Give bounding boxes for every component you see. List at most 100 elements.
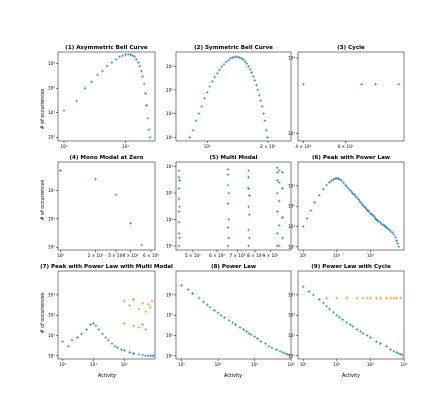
y-tick-label: 10³: [288, 183, 295, 188]
data-point: [256, 88, 260, 92]
data-point: [379, 296, 382, 300]
series-1: [301, 285, 404, 357]
data-point: [114, 193, 118, 197]
data-point: [227, 218, 231, 221]
data-point: [70, 338, 74, 342]
data-point: [113, 344, 117, 348]
y-tick-label: 10²: [48, 313, 55, 318]
series-1: [177, 166, 284, 248]
x-tick-label: 6 × 10²: [143, 253, 159, 258]
data-point: [307, 289, 311, 293]
plot-frame: [57, 161, 156, 251]
x-tick-label: 10⁰: [60, 144, 67, 149]
x-axis-label-col3: Activity: [342, 373, 360, 379]
data-point: [216, 311, 220, 315]
data-point: [135, 57, 138, 61]
data-point: [390, 231, 394, 235]
y-tick-label: 10⁰: [166, 243, 173, 248]
y-tick-label: 10³: [166, 64, 173, 69]
data-point: [228, 57, 232, 61]
data-point: [231, 321, 235, 325]
data-point: [345, 320, 349, 324]
data-point: [119, 348, 123, 352]
y-tick-label: 10¹: [48, 110, 55, 115]
series-2: [325, 296, 403, 300]
data-point: [374, 82, 378, 86]
data-point: [208, 85, 212, 88]
data-point: [188, 135, 192, 139]
data-point: [355, 296, 359, 300]
data-point: [219, 313, 223, 317]
data-point: [194, 119, 198, 123]
data-point: [178, 236, 181, 240]
data-point: [340, 179, 344, 183]
data-point: [131, 53, 135, 57]
data-point: [205, 303, 209, 307]
data-point: [259, 340, 263, 344]
data-point: [365, 334, 369, 337]
x-tick-label: 4 × 10²: [295, 144, 311, 149]
y-tick-label: 10³: [48, 61, 55, 66]
data-point: [247, 213, 251, 217]
chart-title: (6) Peak with Power Law: [312, 155, 390, 161]
data-point: [66, 344, 70, 348]
data-point: [247, 205, 251, 209]
data-point: [264, 128, 268, 132]
data-point: [141, 353, 145, 357]
data-point: [369, 336, 372, 339]
data-point: [341, 318, 345, 322]
data-point: [222, 62, 226, 66]
data-point: [122, 321, 126, 325]
data-point: [392, 296, 396, 300]
data-point: [360, 82, 364, 86]
data-point: [385, 344, 388, 348]
data-point: [247, 194, 251, 198]
data-point: [311, 293, 315, 297]
data-point: [396, 241, 400, 245]
data-point: [327, 307, 331, 311]
data-point: [227, 191, 231, 195]
data-point: [118, 55, 122, 59]
data-point: [128, 350, 132, 354]
x-tick-label: 6 × 10²: [338, 144, 354, 149]
data-point: [346, 187, 350, 190]
data-point: [345, 296, 349, 300]
data-point: [275, 231, 279, 235]
data-point: [325, 296, 329, 300]
data-point: [230, 56, 234, 60]
data-point: [76, 336, 79, 339]
x-tick-label: 10²: [251, 362, 258, 367]
data-point: [281, 187, 284, 190]
y-tick-label: 10⁰: [48, 245, 55, 250]
chart-title: (3) Cycle: [337, 45, 365, 51]
y-tick-label: 10³: [166, 292, 173, 297]
data-point: [116, 346, 119, 350]
data-point: [275, 179, 279, 182]
data-point: [360, 202, 364, 206]
data-point: [267, 344, 271, 348]
data-point: [226, 244, 230, 248]
data-point: [180, 283, 184, 287]
data-point: [145, 103, 149, 107]
data-point: [140, 243, 144, 247]
data-point: [287, 353, 291, 357]
data-point: [226, 202, 230, 205]
data-point: [144, 310, 148, 314]
chart-8: (8) Power Law 10⁰ 10¹ 10² 10³ 10⁰ 10¹ 10² 10³: [166, 264, 295, 367]
y-tick-label: 10¹: [288, 333, 295, 338]
data-point: [250, 71, 254, 74]
data-point: [264, 342, 267, 346]
data-point: [94, 177, 97, 181]
data-point: [110, 61, 114, 65]
data-point: [322, 301, 325, 305]
y-axis-label-row1: # of occurrences: [40, 88, 46, 129]
chart-title: (5) Multi Modal: [209, 155, 257, 161]
data-point: [365, 296, 369, 300]
data-point: [338, 315, 341, 319]
data-point: [241, 58, 245, 62]
data-point: [178, 205, 181, 209]
data-point: [146, 302, 150, 306]
data-point: [395, 296, 398, 300]
data-point: [369, 296, 372, 300]
data-point: [137, 352, 141, 356]
